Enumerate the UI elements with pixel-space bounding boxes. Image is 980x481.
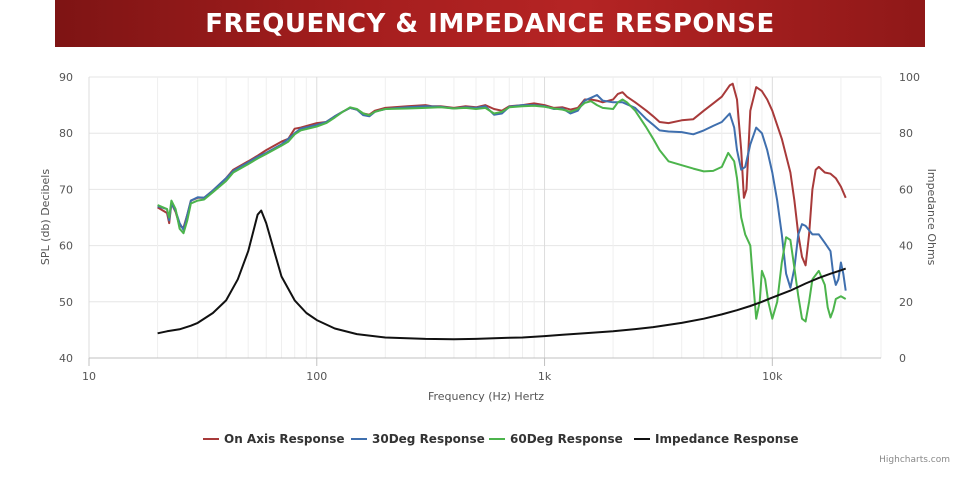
y-tick-label: 60	[59, 240, 73, 253]
y2-axis-title: Impedance Ohms	[925, 169, 938, 266]
legend-item-label[interactable]: 30Deg Response	[372, 432, 485, 446]
series-line-2[interactable]	[157, 98, 847, 323]
y2-tick-label: 20	[899, 296, 913, 309]
legend-item-label[interactable]: Impedance Response	[655, 432, 799, 446]
y2-tick-label: 0	[899, 352, 906, 365]
legend: On Axis Response 30Deg Response 60Deg Resp…	[203, 432, 799, 446]
x-tick-label: 1k	[538, 370, 552, 383]
y-tick-label: 80	[59, 127, 73, 140]
series-line-1[interactable]	[157, 94, 847, 291]
legend-item-label[interactable]: On Axis Response	[224, 432, 345, 446]
y2-tick-label: 40	[899, 240, 913, 253]
axes: 40 50 60 70 80 90 0 20 40 60 80 100 10 100 1k 10k	[59, 71, 920, 383]
y2-tick-label: 100	[899, 71, 920, 84]
series-line-3[interactable]	[157, 209, 847, 341]
legend-item-label[interactable]: 60Deg Response	[510, 432, 623, 446]
x-tick-label: 10k	[762, 370, 783, 383]
grid-lines	[88, 76, 882, 359]
credits-label[interactable]: Highcharts.com	[879, 455, 950, 465]
y-axis-title: SPL (db) Decibels	[39, 169, 52, 265]
x-tick-label: 100	[306, 370, 327, 383]
x-tick-label: 10	[82, 370, 96, 383]
series-lines	[157, 82, 847, 341]
page-title: FREQUENCY & IMPEDANCE RESPONSE	[205, 8, 775, 39]
y2-tick-label: 60	[899, 183, 913, 196]
y-tick-label: 40	[59, 352, 73, 365]
title-banner: FREQUENCY & IMPEDANCE RESPONSE	[55, 0, 925, 47]
y2-tick-label: 80	[899, 127, 913, 140]
y-tick-label: 70	[59, 183, 73, 196]
x-axis-title: Frequency (Hz) Hertz	[428, 390, 544, 403]
y-tick-label: 50	[59, 296, 73, 309]
y-tick-label: 90	[59, 71, 73, 84]
series-line-0[interactable]	[157, 82, 847, 267]
